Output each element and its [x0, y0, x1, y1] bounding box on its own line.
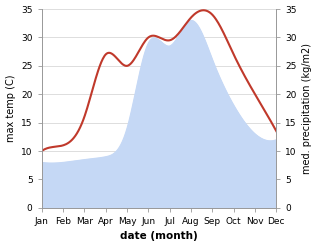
Y-axis label: med. precipitation (kg/m2): med. precipitation (kg/m2)	[302, 43, 313, 174]
X-axis label: date (month): date (month)	[120, 231, 198, 242]
Y-axis label: max temp (C): max temp (C)	[5, 75, 16, 142]
